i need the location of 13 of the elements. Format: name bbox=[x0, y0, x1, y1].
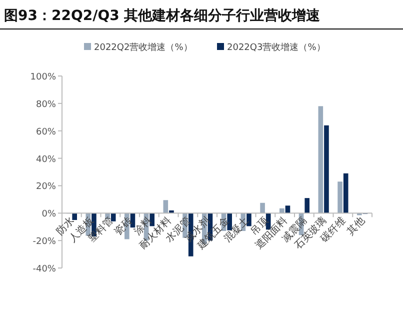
y-tick-label: 40% bbox=[36, 154, 56, 165]
y-tick-label: 80% bbox=[36, 100, 56, 110]
y-tick-label: -40% bbox=[32, 264, 56, 274]
x-tick-label: 瓷砖 bbox=[112, 214, 135, 238]
x-tick-label: 其他 bbox=[344, 214, 368, 238]
y-tick-label: 0% bbox=[42, 210, 56, 220]
y-tick-label: -20% bbox=[32, 237, 56, 248]
y-tick-label: 20% bbox=[36, 182, 56, 192]
title: 图93：22Q2/Q3 其他建材各细分子行业营收增速 bbox=[4, 8, 320, 24]
y-tick-label: 100% bbox=[30, 72, 56, 82]
legend-label: 2022Q3营收增速（%） bbox=[227, 42, 326, 53]
legend-label: 2022Q2营收增速（%） bbox=[94, 42, 192, 53]
y-tick-label: 60% bbox=[36, 127, 56, 138]
